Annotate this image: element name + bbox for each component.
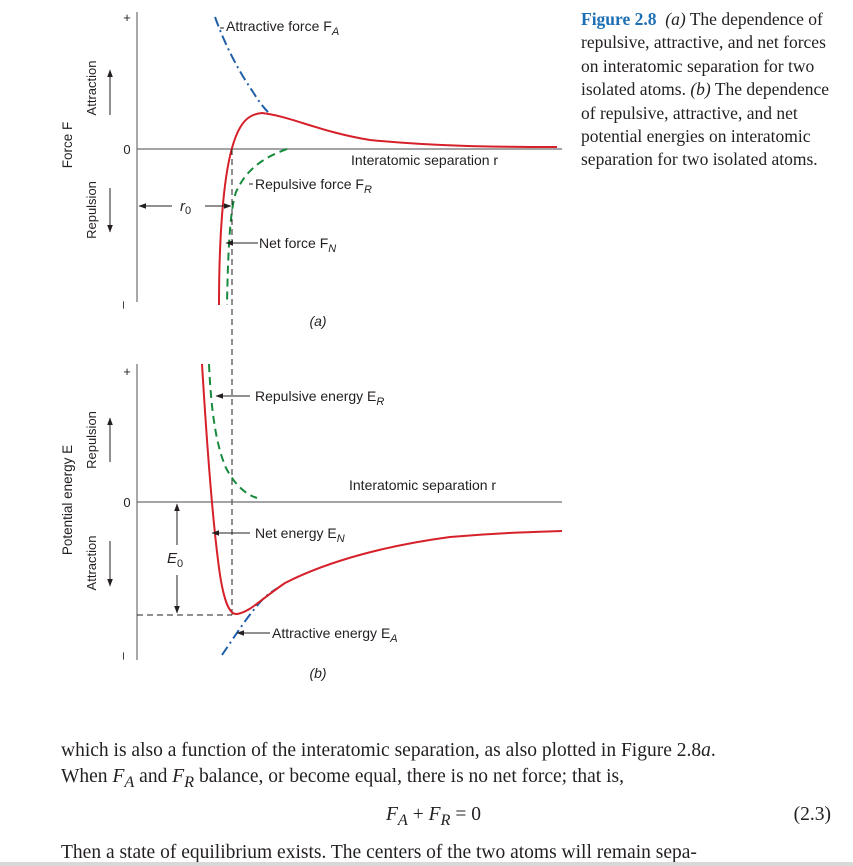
repulsive-force-label: Repulsive force FR: [255, 176, 372, 196]
plus-sign-b: +: [123, 364, 131, 379]
x-axis-label-a: Interatomic separation r: [351, 152, 498, 168]
net-force-curve: [218, 111, 558, 306]
minus-sign-b: –: [115, 652, 130, 660]
force-axis-title: Force F: [60, 122, 75, 169]
attractive-force-curve: [214, 16, 269, 113]
attraction-label-a: Attraction: [84, 61, 99, 116]
repulsive-force-curve: [226, 148, 288, 306]
caption-part-b: (b): [690, 79, 711, 100]
x-axis-label-b: Interatomic separation r: [349, 477, 496, 493]
r0-label: r0: [180, 198, 191, 217]
caption-part-a: (a): [665, 9, 686, 29]
attractive-force-label: Attractive force FA: [226, 18, 339, 38]
figure-number: Figure 2.8: [581, 9, 657, 29]
repulsive-energy-curve: [208, 363, 258, 499]
net-energy-curve: [201, 363, 563, 615]
e0-label: E0: [167, 550, 183, 570]
panel-b: Potential energy E Repulsion Attraction …: [60, 363, 563, 681]
repulsive-energy-label: Repulsive energy ER: [255, 388, 384, 408]
zero-label-a: 0: [123, 142, 130, 157]
figure-caption: Figure 2.8 (a) The dependence of repulsi…: [581, 8, 843, 172]
zero-label-b: 0: [123, 495, 130, 510]
energy-axis-title: Potential energy E: [60, 445, 75, 555]
net-force-label: Net force FN: [259, 235, 336, 255]
equation-2-3: FA + FR = 0 (2.3): [61, 802, 831, 829]
caption-text-1: The dependence of repulsive, attractive,…: [581, 9, 826, 100]
minus-sign-a: –: [115, 301, 130, 309]
net-energy-label: Net energy EN: [255, 525, 345, 545]
attraction-label-b: Attraction: [84, 536, 99, 591]
attractive-energy-label: Attractive energy EA: [272, 625, 398, 645]
page-bottom-edge: [0, 862, 853, 866]
caption-text-2: The dependence of repulsive, attractive,…: [581, 79, 829, 170]
panel-b-label: (b): [309, 665, 326, 681]
body-line-3: Then a state of equilibrium exists. The …: [61, 842, 697, 863]
repulsion-label-b: Repulsion: [84, 411, 99, 469]
body-line-1: which is also a function of the interato…: [61, 740, 716, 761]
plus-sign-a: +: [123, 10, 131, 25]
equation-number: (2.3): [793, 804, 831, 825]
panel-a-label: (a): [309, 313, 326, 329]
panel-a: Force F Attraction Repulsion + 0 – Attra…: [60, 10, 562, 615]
body-line-2: When FA and FR balance, or become equal,…: [61, 766, 624, 791]
repulsion-label-a: Repulsion: [84, 181, 99, 239]
equation-body: FA + FR = 0: [386, 804, 481, 829]
body-paragraph: which is also a function of the interato…: [61, 738, 836, 795]
attractive-energy-curve: [221, 587, 279, 656]
